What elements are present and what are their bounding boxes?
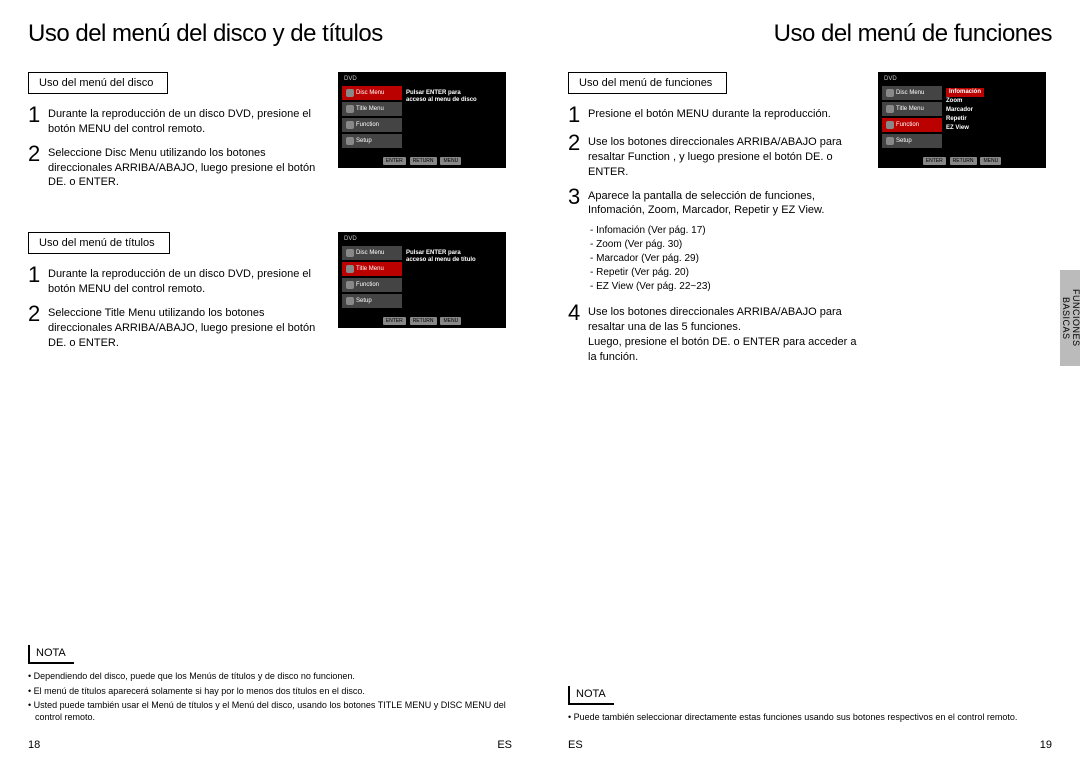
language-code: ES [568,739,583,751]
dvd-screenshot-function: DVD Disc Menu Title Menu Function Setup … [878,72,1046,168]
dvd-screenshot-title: DVD Disc Menu Title Menu Function Setup … [338,232,506,328]
page-title-right: Uso del menú de funciones [568,20,1052,48]
section-title-menu: Uso del menú de títulos 1Durante la repr… [28,232,512,356]
dvd-screenshot-disc: DVD Disc Menu Title Menu Function Setup … [338,72,506,168]
step-number: 1 [28,104,48,126]
step-number: 4 [568,302,588,324]
side-tab: FUNCIONES BASICAS [1060,270,1080,366]
step-number: 1 [28,264,48,286]
nota-block-left: NOTA Dependiendo del disco, puede que lo… [28,643,512,725]
step-text: Seleccione Title Menu utilizando los bot… [48,303,328,351]
right-page: Uso del menú de funciones Uso del menú d… [540,0,1080,765]
nota-item: El menú de títulos aparecerá solamente s… [28,685,512,697]
step-number: 3 [568,186,588,208]
side-tab-text: FUNCIONES BASICAS [1060,270,1080,366]
section-disc-menu: Uso del menú del disco 1Durante la repro… [28,72,512,196]
nota-item: Puede también seleccionar directamente e… [568,711,1052,723]
step-text: Durante la reproducción de un disco DVD,… [48,264,328,297]
step-number: 2 [568,132,588,154]
section-functions: Uso del menú de funciones 1Presione el b… [568,72,1052,371]
step-text: Use los botones direccionales ARRIBA/ABA… [588,302,868,364]
step-number: 2 [28,303,48,325]
section-label: Uso del menú de funciones [568,72,727,94]
page-number: 18 [28,739,40,751]
page-title-left: Uso del menú del disco y de títulos [28,20,512,48]
step-number: 2 [28,143,48,165]
step-number: 1 [568,104,588,126]
left-page: Uso del menú del disco y de títulos Uso … [0,0,540,765]
nota-label: NOTA [28,645,74,664]
step-text: Aparece la pantalla de selección de func… [588,186,868,219]
function-page-refs: Infomación (Ver pág. 17) Zoom (Ver pág. … [590,224,868,294]
step-text: Use los botones direccionales ARRIBA/ABA… [588,132,868,180]
nota-label: NOTA [568,686,614,705]
nota-block-right: NOTA Puede también seleccionar directame… [568,684,1052,725]
nota-item: Dependiendo del disco, puede que los Men… [28,670,512,682]
step-text: Seleccione Disc Menu utilizando los boto… [48,143,328,191]
page-number: 19 [1040,739,1052,751]
section-label: Uso del menú del disco [28,72,168,94]
step-text: Presione el botón MENU durante la reprod… [588,104,868,122]
section-label: Uso del menú de títulos [28,232,170,254]
language-code: ES [497,739,512,751]
nota-item: Usted puede también usar el Menú de títu… [28,699,512,723]
step-text: Durante la reproducción de un disco DVD,… [48,104,328,137]
